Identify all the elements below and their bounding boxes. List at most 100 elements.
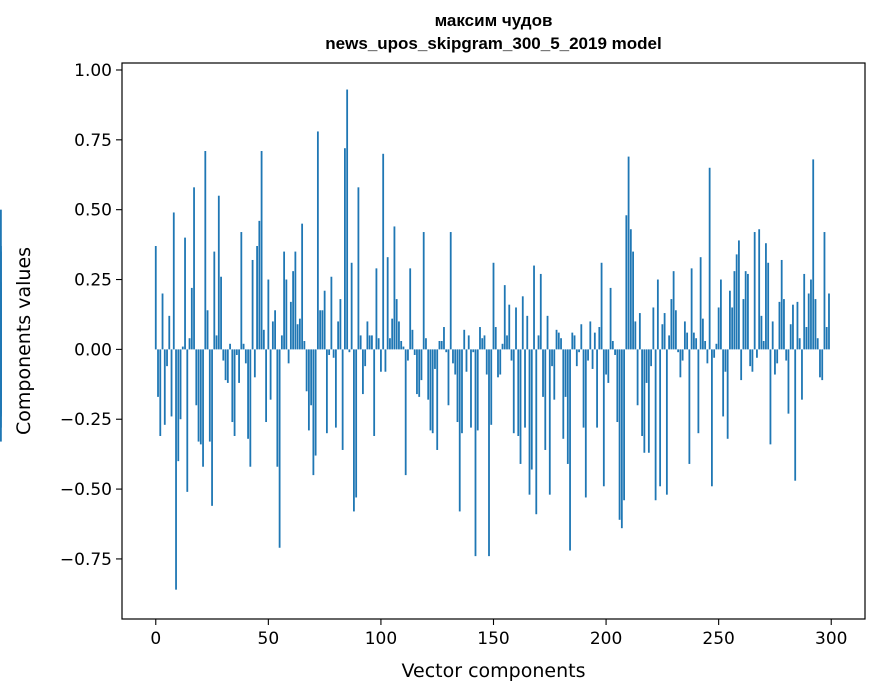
bar [526,315,529,350]
bar [794,349,797,481]
bar [159,349,162,436]
bar [204,151,207,350]
bar [697,349,700,434]
bar [663,313,666,350]
bar [319,310,322,350]
bar [542,349,544,397]
bar [787,349,790,414]
bar [582,349,585,428]
bar [429,349,432,431]
bar [391,318,394,350]
bar [636,349,639,406]
bar [294,251,297,350]
bar [803,273,806,350]
x-tick-label: 50 [258,629,280,649]
bar [235,349,238,355]
bar [168,315,171,350]
y-tick-label: −0.25 [60,410,112,430]
bar [665,349,668,495]
bar [760,315,763,350]
bar [213,251,216,350]
bar [384,349,387,372]
bar [605,349,607,375]
bar [819,349,821,378]
bar [652,307,655,350]
bar [431,349,434,434]
bar [807,293,810,350]
bar [199,349,202,445]
bar [208,349,211,442]
bar [825,327,828,350]
bar [161,293,164,350]
bar [0,282,2,350]
y-tick-label: 0.50 [74,201,112,221]
bar [217,195,220,350]
bar [598,327,601,350]
bar [418,349,421,397]
y-tick-label: 0.75 [74,131,112,151]
bar [686,332,689,350]
bar [742,299,745,350]
bar [769,349,772,445]
x-tick-label: 200 [590,629,622,649]
bar [814,299,817,350]
bar [359,335,362,350]
bar [274,310,276,350]
x-tick-label: 150 [477,629,509,649]
bar [701,318,704,350]
bar [758,229,761,350]
bar [357,187,360,350]
bar [377,338,380,350]
bar [445,349,448,353]
bar [533,265,535,350]
bar [186,349,189,492]
x-tick-label: 250 [702,629,734,649]
bar [371,335,373,350]
x-tick-label: 100 [365,629,397,649]
bar [260,151,263,350]
bar [262,329,265,350]
bar [569,349,571,551]
bar [501,343,504,350]
bars-group [0,89,830,590]
bar [422,232,425,350]
bar [731,307,734,350]
bar [373,349,376,436]
bar [672,271,675,350]
bar [499,349,502,375]
bar [600,262,603,350]
bar [753,232,756,350]
bar [395,299,398,350]
bar [564,349,567,397]
bar [756,349,758,358]
bar [801,349,803,400]
bar [596,349,598,428]
bar [720,279,722,350]
bar [330,276,333,350]
bar [713,349,716,358]
bar [562,349,565,439]
bar [175,349,177,590]
bar [650,349,653,367]
bar [222,349,225,361]
bar [521,296,524,350]
bar [413,349,416,355]
bar [154,246,157,350]
bar [188,338,191,350]
bar [292,271,295,350]
bar [796,301,799,350]
bar [474,349,477,557]
bar [346,89,349,350]
bar [575,349,578,367]
bar [443,327,445,350]
bar [546,315,549,350]
bar [783,299,785,350]
bar [589,321,592,350]
bar [416,349,418,395]
bar [157,349,159,397]
bar [310,349,313,406]
bar [386,257,389,350]
x-axis-label: Vector components [402,660,586,682]
bar [454,349,457,375]
